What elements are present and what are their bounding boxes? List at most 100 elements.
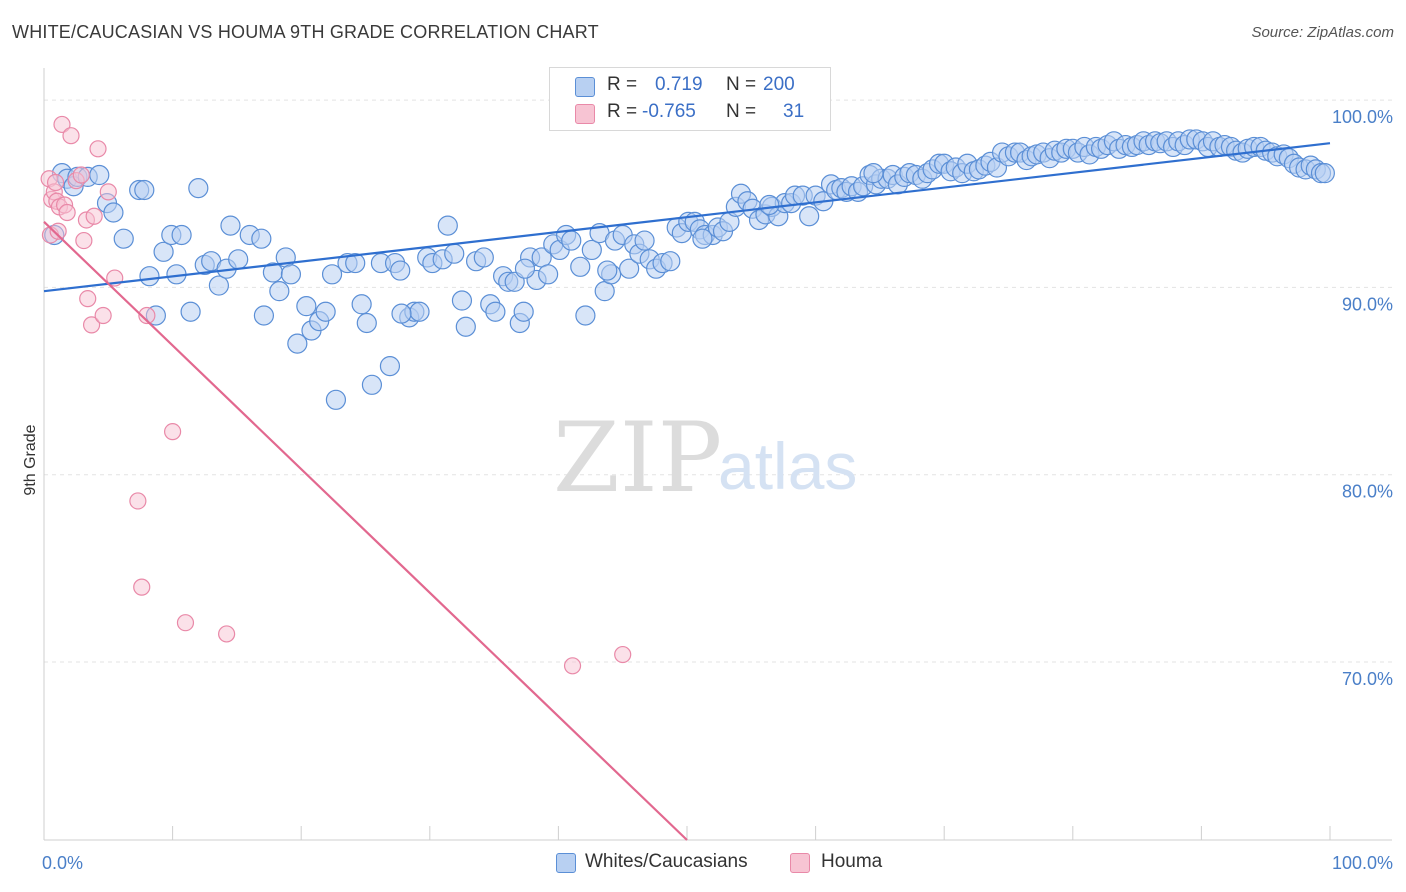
- data-point-houma: [89, 140, 107, 158]
- data-point-houma: [72, 166, 90, 184]
- watermark-zip: ZIP: [553, 402, 722, 514]
- series-houma-points: [40, 115, 632, 675]
- data-point-whites: [113, 228, 134, 249]
- data-point-whites: [345, 252, 366, 274]
- data-point-whites: [594, 281, 615, 302]
- chart-title: WHITE/CAUCASIAN VS HOUMA 9TH GRADE CORRE…: [12, 22, 599, 42]
- data-point-houma: [75, 231, 93, 250]
- data-point-houma: [46, 173, 65, 192]
- data-point-whites: [351, 294, 372, 315]
- data-point-whites: [538, 264, 559, 285]
- data-point-whites: [863, 163, 884, 184]
- data-point-whites: [208, 275, 229, 296]
- n-label: N =: [726, 74, 757, 95]
- r-value: 0.719: [655, 74, 703, 95]
- source-label: Source: ZipAtlas.com: [1251, 24, 1394, 41]
- data-point-whites: [139, 266, 160, 287]
- data-point-houma: [53, 115, 71, 134]
- stats-row-whites: R = 0.719 N = 200: [550, 74, 830, 100]
- y-tick-label: 100.0%: [1332, 107, 1393, 127]
- data-point-houma: [82, 316, 101, 334]
- data-point-whites: [287, 333, 308, 354]
- data-point-whites: [561, 230, 582, 251]
- legend-label-houma: Houma: [821, 851, 883, 872]
- data-point-houma: [94, 306, 112, 325]
- data-point-whites: [451, 290, 473, 311]
- data-point-whites: [619, 258, 640, 279]
- r-label: R =: [607, 101, 638, 122]
- data-point-whites: [799, 206, 820, 227]
- r-value: -0.765: [642, 101, 696, 122]
- x-tick-label: 100.0%: [1332, 853, 1393, 873]
- data-point-houma: [58, 203, 76, 222]
- data-point-whites: [379, 355, 401, 377]
- data-point-houma: [176, 614, 195, 632]
- x-tick-label: 0.0%: [42, 853, 83, 873]
- trend-lines: [43, 142, 1331, 841]
- data-point-whites: [455, 316, 476, 337]
- data-point-whites: [280, 264, 302, 285]
- data-point-whites: [570, 256, 591, 277]
- data-point-whites: [581, 239, 602, 261]
- legend-swatch-whites: [575, 77, 595, 97]
- data-point-whites: [253, 305, 275, 326]
- data-point-whites: [171, 224, 192, 246]
- data-point-whites: [444, 243, 465, 264]
- n-label: N =: [726, 101, 757, 122]
- y-axis-title: 9th Grade: [22, 424, 39, 495]
- stats-legend: R = 0.719 N = 200 R = -0.765 N = 31: [549, 67, 831, 131]
- data-point-whites: [180, 301, 201, 322]
- series-whites-points: [44, 129, 1335, 410]
- data-point-houma: [563, 657, 582, 675]
- data-point-whites: [759, 194, 780, 216]
- data-point-whites: [634, 230, 655, 251]
- data-point-whites: [269, 281, 290, 302]
- data-point-whites: [390, 260, 411, 281]
- stats-row-houma: R = -0.765 N = 31: [550, 101, 830, 127]
- legend-swatch-whites: [556, 853, 576, 873]
- data-point-whites: [1314, 163, 1335, 184]
- data-point-houma: [164, 423, 182, 441]
- data-point-whites: [89, 164, 110, 186]
- data-point-whites: [391, 303, 412, 324]
- data-point-whites: [473, 247, 494, 268]
- data-point-whites: [575, 305, 596, 326]
- data-point-whites: [514, 258, 536, 279]
- data-point-whites: [153, 241, 174, 262]
- data-point-whites: [437, 215, 458, 236]
- legend-swatch-houma: [575, 104, 595, 124]
- axes: [43, 68, 1392, 841]
- tick-labels: 70.0% 80.0% 90.0% 100.0% 0.0% 100.0%: [42, 107, 1393, 873]
- n-value: 31: [783, 101, 805, 122]
- data-point-whites: [103, 202, 124, 223]
- trend-line-houma: [43, 221, 688, 841]
- y-tick-label: 70.0%: [1342, 669, 1393, 689]
- data-point-whites: [321, 264, 343, 285]
- data-point-whites: [134, 179, 155, 201]
- y-tick-label: 80.0%: [1342, 482, 1393, 502]
- y-tick-label: 90.0%: [1342, 294, 1393, 314]
- data-point-houma: [49, 222, 67, 240]
- r-label: R =: [607, 74, 638, 95]
- data-point-whites: [228, 249, 249, 270]
- trend-line-whites: [43, 142, 1331, 293]
- gridlines: [44, 99, 1392, 663]
- data-point-whites: [356, 312, 377, 334]
- data-point-whites: [409, 301, 430, 322]
- legend-label-whites: Whites/Caucasians: [585, 851, 748, 872]
- data-point-houma: [133, 578, 151, 596]
- data-point-houma: [138, 306, 156, 325]
- data-point-whites: [220, 215, 241, 236]
- data-point-whites: [361, 374, 383, 395]
- data-point-whites: [296, 296, 317, 317]
- data-point-whites: [315, 301, 336, 322]
- data-point-whites: [188, 178, 209, 199]
- data-point-houma: [62, 127, 80, 145]
- data-point-whites: [692, 228, 713, 249]
- data-point-whites: [660, 251, 681, 272]
- n-value: 200: [763, 74, 795, 95]
- data-point-whites: [485, 301, 506, 322]
- data-point-houma: [614, 645, 632, 664]
- data-point-houma: [218, 625, 236, 643]
